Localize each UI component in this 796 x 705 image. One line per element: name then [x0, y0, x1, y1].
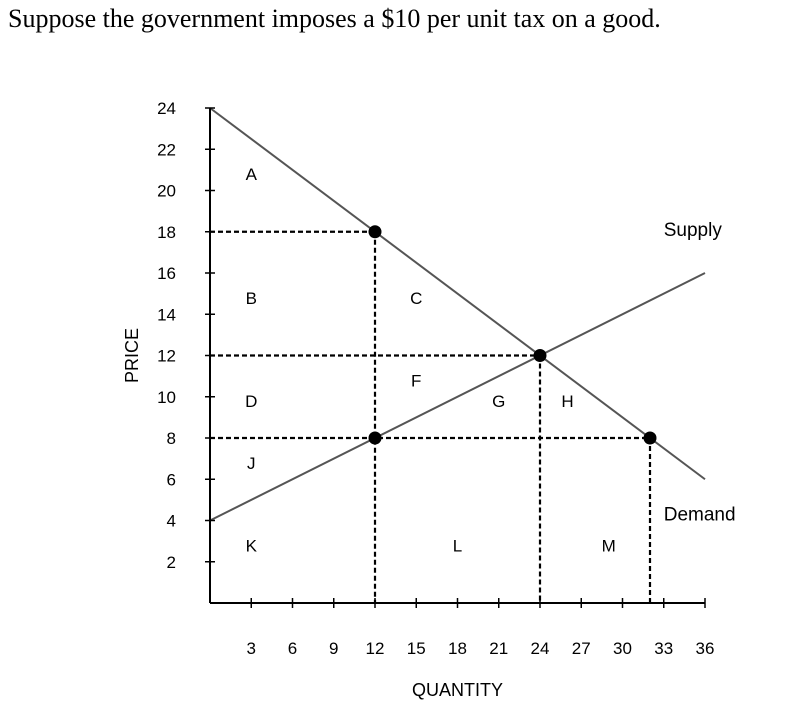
y-tick-label-10: 10	[157, 388, 176, 407]
demand-label: Demand	[664, 505, 736, 526]
x-tick-label-15: 15	[407, 639, 426, 658]
y-tick-label-22: 22	[157, 140, 176, 159]
point-12-18	[368, 225, 382, 239]
y-tick-label-24: 24	[157, 99, 176, 118]
region-label-G: G	[492, 392, 505, 411]
region-label-K: K	[246, 536, 258, 555]
point-24-12	[533, 349, 547, 362]
dashed-guides	[210, 230, 652, 603]
region-label-M: M	[602, 536, 616, 555]
region-label-J: J	[247, 454, 256, 473]
region-label-H: H	[561, 392, 573, 411]
y-tick-label-2: 2	[167, 553, 176, 572]
x-tick-label-6: 6	[288, 639, 297, 658]
x-tick-label-3: 3	[247, 639, 256, 658]
region-label-L: L	[453, 536, 462, 555]
demand-curve	[209, 107, 706, 481]
labels: PRICE QUANTITY A B C D F G H J K L M Supply Demand	[122, 165, 736, 700]
supply-curve	[209, 272, 706, 522]
x-tick-label-21: 21	[489, 639, 508, 658]
curves	[209, 107, 706, 522]
y-tick-label-8: 8	[167, 429, 176, 448]
region-label-C: C	[410, 289, 422, 308]
point-12-8	[368, 431, 382, 445]
region-label-D: D	[245, 392, 257, 411]
x-tick-label-18: 18	[448, 639, 467, 658]
y-tick-label-20: 20	[157, 182, 176, 201]
y-tick-label-14: 14	[157, 305, 176, 324]
y-tick-label-6: 6	[167, 470, 176, 489]
x-tick-label-27: 27	[572, 639, 591, 658]
x-tick-label-33: 33	[654, 639, 673, 658]
y-tick-label-16: 16	[157, 264, 176, 283]
y-tick-label-18: 18	[157, 223, 176, 242]
x-axis-title: QUANTITY	[412, 680, 503, 700]
x-tick-label-24: 24	[531, 639, 550, 658]
x-tick-label-36: 36	[696, 639, 715, 658]
x-tick-label-9: 9	[329, 639, 338, 658]
region-label-B: B	[246, 289, 257, 308]
points	[368, 225, 657, 445]
x-tick-label-30: 30	[613, 639, 632, 658]
y-tick-label-4: 4	[167, 512, 176, 531]
x-tick-label-12: 12	[366, 639, 385, 658]
point-32-8	[643, 431, 657, 445]
region-label-F: F	[411, 371, 421, 390]
y-axis-title: PRICE	[122, 328, 142, 383]
y-tick-label-12: 12	[157, 347, 176, 366]
question-text: Suppose the government imposes a $10 per…	[8, 4, 661, 33]
supply-label: Supply	[664, 220, 723, 241]
region-label-A: A	[246, 165, 258, 184]
